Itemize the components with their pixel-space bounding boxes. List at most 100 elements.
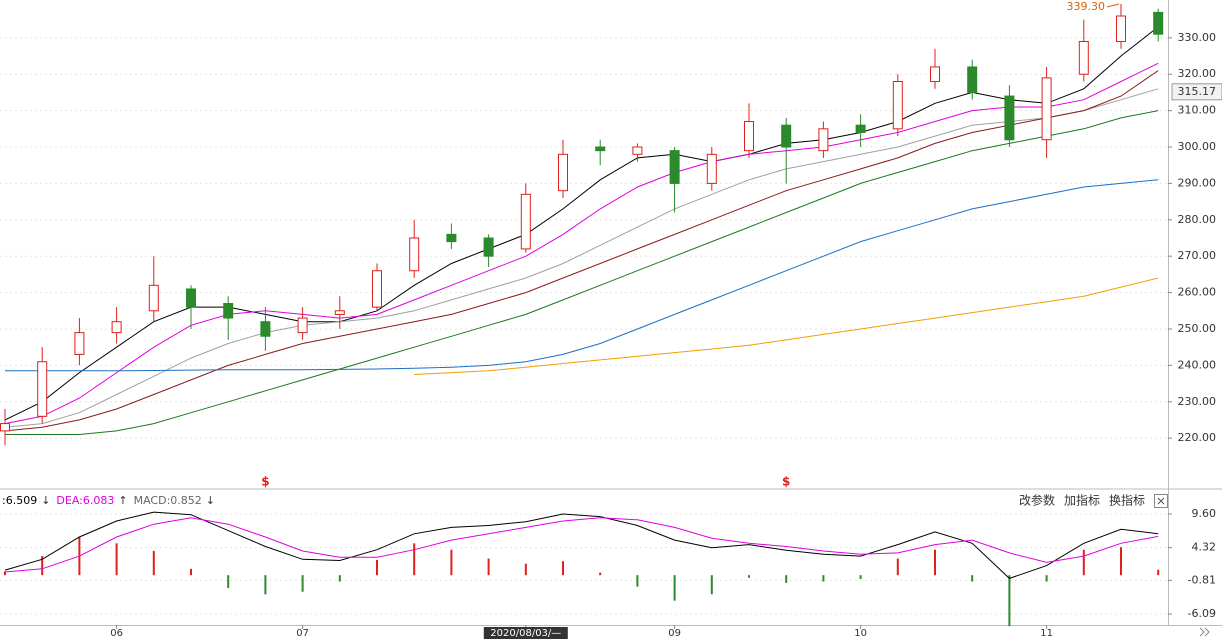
candle-body [483,237,494,257]
moving-average-line [4,70,1159,432]
y-tick-label: 230.00 [1178,395,1217,408]
y-tick-label: 260.00 [1178,286,1217,299]
candle-body [818,128,829,152]
candle-body [111,321,122,334]
candle-body [632,146,643,155]
candle-body [372,270,382,308]
signal-marker: $ [782,475,790,489]
macd-bar [301,575,304,592]
candle-body [967,66,978,93]
legend-arrow: ↓ [206,494,215,507]
y-tick-label: 220.00 [1178,431,1217,444]
high-pointer [1106,3,1120,8]
last-price-label: 315.17 [1178,85,1217,98]
candle-body [0,423,10,432]
candle-body [186,288,196,308]
candle-body [409,237,420,272]
candle-body [74,332,85,355]
macd-bar [673,575,676,601]
macd-bar [710,575,713,595]
candle-body [1078,40,1089,75]
candle-body [1004,95,1015,141]
macd-line [4,511,1159,579]
y-tick-label: 300.00 [1178,140,1217,153]
candle-body [520,193,531,250]
y-tick-label: -6.09 [1188,607,1216,620]
macd-bar [1157,569,1160,576]
candle-body [297,317,308,334]
candle-body [260,321,271,337]
x-tick-label: 09 [668,628,681,639]
candle-body [37,361,48,417]
candle-body [1116,15,1126,42]
candle-body [1153,11,1164,35]
candle-body [223,302,234,319]
toolbar-button[interactable]: 换指标 [1109,493,1145,508]
macd-bar [524,563,527,576]
macd-bar [487,558,490,576]
macd-bar [115,543,118,576]
y-tick-label: 310.00 [1178,104,1217,117]
legend-label: MACD:0.852 [134,494,202,507]
y-tick-label: 4.32 [1192,541,1217,554]
macd-bar [1008,575,1011,627]
candle-body [892,81,903,130]
macd-bar [227,575,230,588]
macd-bar [636,575,639,587]
y-tick-label: 250.00 [1178,322,1217,335]
candle-body [1041,77,1052,141]
moving-average-line [5,110,1159,435]
x-tick-label: 10 [854,628,867,639]
high-label: 339.30 [1067,0,1106,13]
signal-marker: $ [261,475,269,489]
moving-average-line [4,88,1159,428]
macd-bar [338,575,341,582]
candle-body [446,233,457,243]
legend-arrow: ↓ [41,494,50,507]
moving-average-line [414,277,1159,375]
last-price-box [1171,83,1222,101]
macd-bar [822,575,825,582]
macd-bar [152,550,155,576]
macd-bar [450,549,453,576]
macd-bar [1082,549,1085,576]
macd-bar [376,559,378,576]
x-tick-label: 11 [1040,628,1053,639]
scroll-arrow[interactable] [1199,627,1210,637]
y-tick-label: 320.00 [1178,67,1217,80]
candle-body [148,284,159,312]
y-tick-label: 240.00 [1178,358,1217,371]
macd-bar [785,575,788,583]
moving-average-line [5,179,1159,372]
macd-bar [896,558,899,576]
toolbar-button[interactable]: 改参数 [1019,493,1055,508]
macd-bar [190,568,192,576]
candle-body [334,310,345,315]
close-button[interactable] [1154,494,1168,508]
legend-arrow: ↑ [118,494,127,507]
y-tick-label: 290.00 [1178,176,1217,189]
x-tick-label: 06 [110,628,123,639]
macd-bar [264,575,267,595]
macd-line [4,517,1159,573]
candle-body [781,124,792,148]
y-tick-label: 330.00 [1178,31,1217,44]
moving-average-line [4,62,1159,425]
candle-body [669,150,680,184]
macd-bar [562,561,564,576]
y-tick-label: 280.00 [1178,213,1217,226]
candle-body [744,121,754,152]
macd-bar [934,549,936,576]
macd-bar [41,556,44,576]
macd-bar [599,572,602,576]
macd-bar [1120,547,1122,576]
macd-bar [748,575,750,578]
x-tick-label: 07 [296,628,309,639]
toolbar-button[interactable]: 加指标 [1064,493,1100,508]
candle-body [706,153,717,184]
candle-body [855,124,866,133]
x-tick-label: 2020/08/03/— [490,628,561,639]
macd-bar [413,543,416,576]
